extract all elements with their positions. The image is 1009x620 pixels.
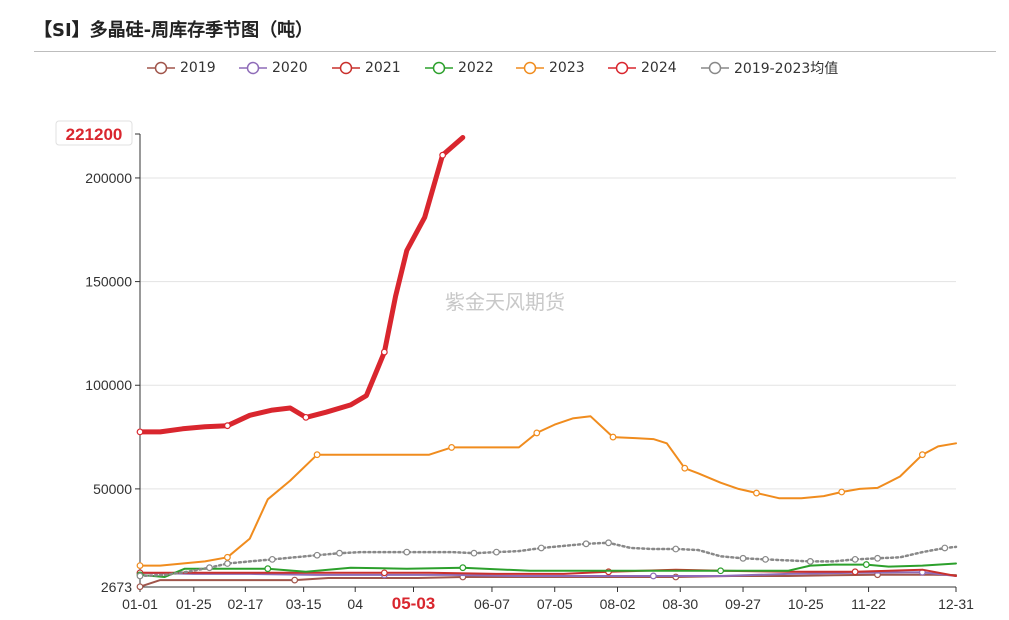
data-point-2020 bbox=[649, 572, 657, 580]
legend-symbol-icon bbox=[239, 61, 267, 75]
legend-item-2021[interactable]: 2021 bbox=[331, 56, 401, 80]
data-point-2022 bbox=[862, 561, 870, 568]
legend-symbol-icon bbox=[332, 61, 360, 75]
data-point-2019-2023 bbox=[739, 554, 747, 562]
data-point-2019-2023 bbox=[493, 548, 500, 556]
series-line-2019 bbox=[139, 573, 957, 588]
legend-label: 2022 bbox=[458, 60, 494, 76]
data-point-2019-2023 bbox=[672, 545, 680, 553]
legend-item-2019[interactable]: 2019 bbox=[146, 56, 216, 80]
legend-label: 2021 bbox=[365, 60, 401, 76]
data-point-2024 bbox=[136, 428, 144, 436]
data-point-2019-2023 bbox=[336, 549, 343, 557]
legend-symbol-icon bbox=[147, 61, 175, 75]
x-tick-label: 01-25 bbox=[176, 596, 212, 612]
legend-item-2019-2023[interactable]: 2019-2023均值 bbox=[700, 56, 838, 80]
x-tick-label: 07-05 bbox=[537, 596, 573, 612]
data-point-2024 bbox=[439, 151, 447, 159]
data-point-2022 bbox=[264, 565, 272, 573]
legend-item-2024[interactable]: 2024 bbox=[607, 56, 677, 80]
data-point-2019-2023 bbox=[762, 555, 769, 563]
data-point-2019-2023 bbox=[136, 572, 144, 580]
data-point-2019-2023 bbox=[851, 555, 859, 563]
series-line-2020 bbox=[139, 571, 957, 577]
x-tick-label: 11-22 bbox=[851, 596, 886, 612]
data-point-2022 bbox=[459, 564, 467, 572]
data-point-2024 bbox=[224, 422, 231, 430]
data-point-2019-2023 bbox=[470, 549, 478, 557]
data-point-2024 bbox=[380, 348, 388, 356]
legend-item-2023[interactable]: 2023 bbox=[515, 56, 585, 80]
series-line-2023 bbox=[139, 415, 957, 567]
series-line-2019-2023 bbox=[138, 541, 958, 578]
data-point-2019 bbox=[291, 576, 299, 584]
data-point-2023 bbox=[313, 451, 321, 459]
x-tick-label: 03-15 bbox=[286, 596, 322, 612]
y-min-label: 2673 bbox=[101, 579, 132, 595]
y-tick-label: 200000 bbox=[85, 170, 132, 186]
y-max-label: 221200 bbox=[66, 125, 123, 144]
data-point-2023 bbox=[838, 488, 846, 496]
x-tick-label: 01-01 bbox=[122, 596, 158, 612]
data-point-2019 bbox=[136, 583, 144, 591]
data-point-2023 bbox=[918, 451, 926, 459]
data-point-2019-2023 bbox=[806, 558, 814, 565]
x-tick-label: 08-02 bbox=[600, 596, 636, 612]
legend-symbol-icon bbox=[516, 61, 544, 75]
data-point-2019-2023 bbox=[605, 539, 612, 547]
legend-symbol-icon bbox=[608, 61, 636, 75]
x-tick-label: 08-30 bbox=[662, 596, 698, 612]
y-tick-label: 50000 bbox=[93, 481, 132, 497]
chart-legend: 2019 2020 2021 2022 2023 2024 2019-2023均值 bbox=[0, 56, 1009, 80]
legend-item-2022[interactable]: 2022 bbox=[424, 56, 494, 80]
data-point-2023 bbox=[136, 562, 144, 569]
x-tick-label: 09-27 bbox=[725, 596, 761, 612]
data-point-2019-2023 bbox=[874, 554, 881, 562]
x-tick-label: 02-17 bbox=[227, 596, 263, 612]
x-tick-label: 04 bbox=[347, 596, 363, 612]
data-point-2023 bbox=[448, 444, 456, 451]
x-tick-label: 10-25 bbox=[788, 596, 824, 612]
series-line-2024 bbox=[137, 135, 466, 435]
series-line-2021 bbox=[139, 568, 957, 577]
series-line-2022 bbox=[139, 562, 957, 578]
data-point-2023 bbox=[681, 464, 689, 472]
data-point-2023 bbox=[753, 489, 760, 497]
legend-label: 2024 bbox=[641, 60, 677, 76]
legend-label: 2019 bbox=[180, 60, 216, 76]
data-point-2023 bbox=[609, 433, 617, 441]
x-tick-label: 12-31 bbox=[938, 596, 974, 612]
y-tick-label: 150000 bbox=[85, 274, 132, 290]
data-point-2021 bbox=[851, 568, 859, 576]
legend-symbol-icon bbox=[425, 61, 453, 75]
legend-item-2020[interactable]: 2020 bbox=[238, 56, 308, 80]
data-point-2019-2023 bbox=[313, 551, 321, 559]
legend-symbol-icon bbox=[701, 61, 729, 75]
data-point-2019-2023 bbox=[403, 548, 411, 556]
watermark: 紫金天风期货 bbox=[445, 290, 565, 314]
data-point-2019-2023 bbox=[537, 544, 545, 552]
y-max-label-box bbox=[55, 120, 133, 146]
legend-label: 2020 bbox=[272, 60, 308, 76]
x-tick-label: 06-07 bbox=[474, 596, 510, 612]
legend-label: 2023 bbox=[549, 60, 585, 76]
data-point-2021 bbox=[380, 569, 388, 577]
data-point-2022 bbox=[717, 567, 725, 575]
data-point-2023 bbox=[533, 429, 541, 437]
data-point-2019-2023 bbox=[582, 540, 590, 548]
chart-title: 【SI】多晶硅-周库存季节图（吨） bbox=[34, 20, 314, 41]
data-point-2023 bbox=[224, 553, 231, 561]
data-point-2019-2023 bbox=[206, 564, 213, 572]
data-point-2019-2023 bbox=[941, 544, 949, 552]
data-point-2024 bbox=[302, 413, 310, 421]
data-point-2019-2023 bbox=[268, 555, 276, 563]
legend-label: 2019-2023均值 bbox=[734, 61, 839, 77]
x-tick-label: 05-03 bbox=[392, 594, 435, 613]
y-tick-label: 100000 bbox=[85, 377, 132, 393]
title-divider bbox=[34, 51, 996, 52]
data-point-2019-2023 bbox=[224, 560, 231, 567]
